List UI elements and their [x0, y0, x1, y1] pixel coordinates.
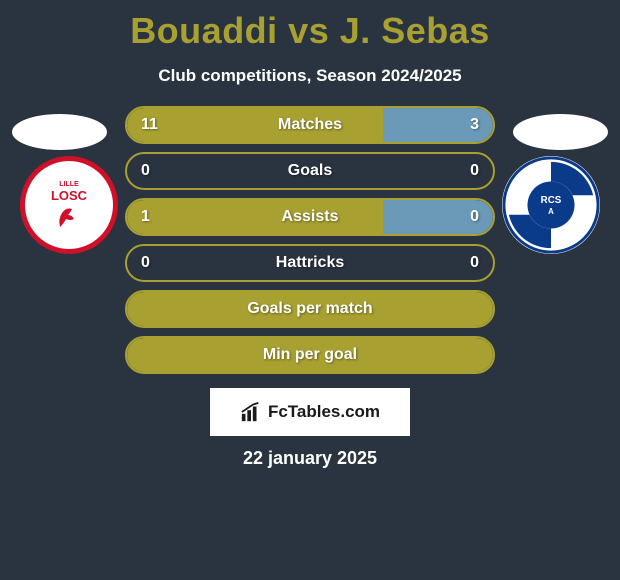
player-ellipse-left — [12, 114, 107, 150]
stat-value-right: 0 — [470, 254, 479, 272]
stat-value-left: 1 — [141, 208, 150, 226]
chart-icon — [240, 401, 262, 423]
stat-row-goals-per-match: Goals per match — [125, 290, 495, 328]
stat-bars: 11 3 Matches 0 0 Goals 1 0 Assists 0 0 Hattricks Goa… — [125, 106, 495, 374]
stat-row-hattricks: 0 0 Hattricks — [125, 244, 495, 282]
footer-site-text: FcTables.com — [268, 402, 380, 422]
bar-fill-left — [127, 200, 383, 234]
stat-label: Goals — [288, 162, 332, 180]
stat-row-min-per-goal: Min per goal — [125, 336, 495, 374]
bar-fill-left — [127, 108, 383, 142]
footer-attribution: FcTables.com — [210, 388, 410, 436]
page-title: Bouaddi vs J. Sebas — [0, 0, 620, 52]
stat-value-left: 11 — [141, 116, 158, 134]
stat-value-left: 0 — [141, 254, 150, 272]
subtitle: Club competitions, Season 2024/2025 — [0, 66, 620, 86]
stat-row-matches: 11 3 Matches — [125, 106, 495, 144]
svg-text:RCS: RCS — [541, 195, 562, 206]
stat-label: Assists — [282, 208, 339, 226]
stat-label: Goals per match — [247, 300, 372, 318]
club-logo-right: RCS A — [502, 156, 600, 254]
stat-value-left: 0 — [141, 162, 150, 180]
stat-label: Hattricks — [276, 254, 344, 272]
date-text: 22 january 2025 — [0, 448, 620, 469]
stat-value-right: 0 — [470, 162, 479, 180]
stat-row-assists: 1 0 Assists — [125, 198, 495, 236]
club-left-short: LOSC — [51, 189, 87, 203]
comparison-area: LILLE LOSC RCS A 11 3 Matches 0 0 Goals 1 0 Assi… — [0, 106, 620, 374]
club-logo-left: LILLE LOSC — [20, 156, 118, 254]
stat-label: Min per goal — [263, 346, 357, 364]
stat-value-right: 3 — [470, 116, 479, 134]
stat-value-right: 0 — [470, 208, 479, 226]
stat-row-goals: 0 0 Goals — [125, 152, 495, 190]
player-ellipse-right — [513, 114, 608, 150]
svg-text:A: A — [548, 207, 554, 216]
stat-label: Matches — [278, 116, 342, 134]
